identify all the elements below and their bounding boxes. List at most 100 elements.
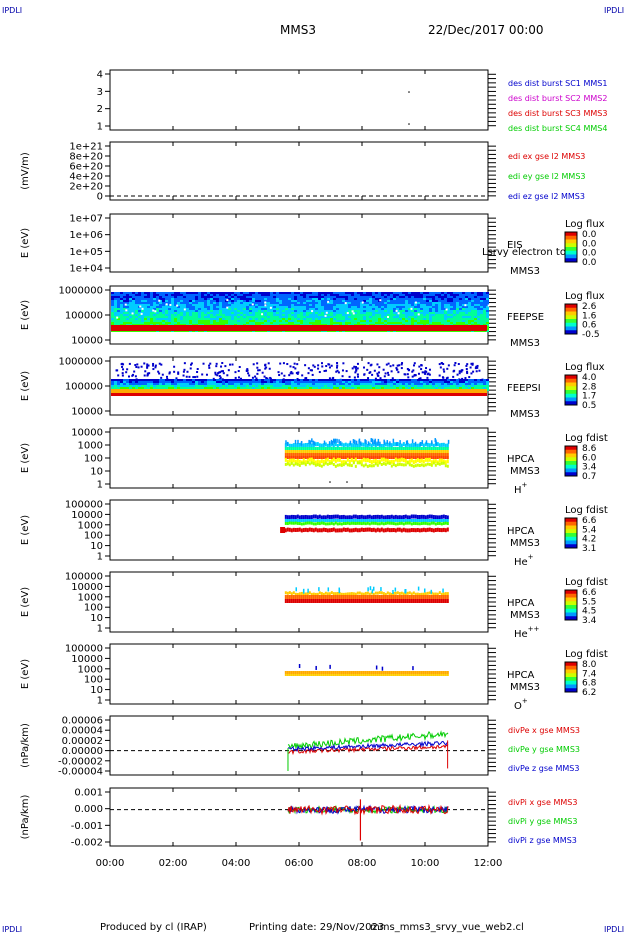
feepse-cell <box>453 306 456 308</box>
feepse-cell <box>144 298 147 300</box>
feepse-cell <box>291 294 294 296</box>
feepsi-cell <box>327 379 330 381</box>
feepse-cell <box>219 296 222 298</box>
feepse-cell <box>138 302 141 304</box>
feepsi-cell <box>378 383 381 385</box>
feepse-cell <box>339 318 342 320</box>
feepse-cell <box>354 294 357 296</box>
feepse-cell <box>120 294 123 296</box>
colorbar-label: 0.5 <box>582 401 596 411</box>
feepse-cell <box>363 308 366 310</box>
hpca-h-cell <box>297 447 299 450</box>
feepse-cell <box>207 302 210 304</box>
hpca-h-cell <box>321 456 323 459</box>
hpca-h-cell <box>411 450 413 453</box>
feepse-cell <box>324 320 327 322</box>
feepse-cell <box>153 306 156 308</box>
hpca-h-cell <box>325 447 327 450</box>
hpca-h-cell <box>365 463 367 466</box>
hpca-h-cell <box>447 465 449 468</box>
feepsi-cell <box>309 379 312 381</box>
feepse-cell <box>306 308 309 310</box>
feepse-cell <box>369 322 372 324</box>
feepse-cell <box>153 318 156 320</box>
feepsi-cell <box>120 379 123 381</box>
feepsi-cell <box>375 383 378 385</box>
feepse-cell <box>384 304 387 306</box>
feepsi-cell <box>114 385 117 387</box>
hpca-h-cell <box>377 456 379 459</box>
feepsi-dot <box>292 372 294 374</box>
feepsi-cell <box>345 383 348 385</box>
feepse-cell <box>468 294 471 296</box>
feepse-cell <box>204 306 207 308</box>
feepse-cell <box>138 316 141 318</box>
feepse-cell <box>213 296 216 298</box>
feepse-cell <box>252 308 255 310</box>
hpca-h-cell <box>397 447 399 450</box>
feepse-cell <box>186 296 189 298</box>
feepse-cell <box>207 298 210 300</box>
feepsi-cell <box>405 383 408 385</box>
feepse-cell <box>186 308 189 310</box>
feepse-cell <box>330 308 333 310</box>
feepse-cell <box>357 300 360 302</box>
feepse-cell <box>231 304 234 306</box>
hpca-h-cell <box>313 453 315 456</box>
feepse-cell <box>240 298 243 300</box>
feepse-cell <box>462 316 465 318</box>
feepse-gap <box>139 306 141 308</box>
y-tick-label: 1 <box>97 624 103 635</box>
feepsi-cell <box>264 381 267 383</box>
feepse-cell <box>222 306 225 308</box>
hpca-h-cell <box>315 447 317 450</box>
feepse-cell <box>165 316 168 318</box>
feepse-cell <box>366 300 369 302</box>
hpca-h-cell <box>423 447 425 450</box>
feepse-cell <box>216 302 219 304</box>
hpca-he-cell <box>311 515 313 519</box>
feepse-cell <box>126 306 129 308</box>
feepse-cell <box>207 296 210 298</box>
feepse-cell <box>333 302 336 304</box>
feepse-cell <box>243 298 246 300</box>
feepsi-dot <box>363 374 365 376</box>
colorbar-label: -0.5 <box>582 330 600 340</box>
feepse-cell <box>324 318 327 320</box>
feepse-cell <box>393 292 396 294</box>
feepsi-cell <box>366 385 369 387</box>
feepse-cell <box>129 320 132 322</box>
feepsi-cell <box>201 381 204 383</box>
hpca-he-cell <box>313 515 315 519</box>
feepse-cell <box>129 298 132 300</box>
feepse-cell <box>240 308 243 310</box>
feepsi-cell <box>462 379 465 381</box>
species-charge: + <box>522 697 528 705</box>
feepsi-dot <box>122 368 124 370</box>
feepsi-dot <box>357 373 359 375</box>
feepse-cell <box>111 292 114 294</box>
feepsi-dot <box>133 371 135 373</box>
feepse-cell <box>459 306 462 308</box>
feepse-cell <box>300 300 303 302</box>
hpca-h-cell <box>299 460 301 464</box>
feepse-cell <box>483 302 486 304</box>
feepse-cell <box>363 320 366 322</box>
feepse-cell <box>378 302 381 304</box>
feepse-cell <box>120 296 123 298</box>
feepsi-cell <box>246 383 249 385</box>
feepse-cell <box>321 322 324 324</box>
hpca-h-cell <box>445 460 447 464</box>
y-axis-label: (nPa/km) <box>20 723 31 768</box>
feepse-cell <box>198 306 201 308</box>
feepsi-cell <box>477 381 480 383</box>
hpca-h-cell <box>293 450 295 453</box>
feepsi-cell <box>453 385 456 387</box>
feepsi-dot <box>472 371 474 373</box>
feepse-cell <box>183 300 186 302</box>
feepsi-cell <box>312 385 315 387</box>
feepse-cell <box>441 322 444 324</box>
feepse-cell <box>276 300 279 302</box>
colorbar-segment <box>565 240 577 244</box>
feepse-cell <box>360 320 363 322</box>
